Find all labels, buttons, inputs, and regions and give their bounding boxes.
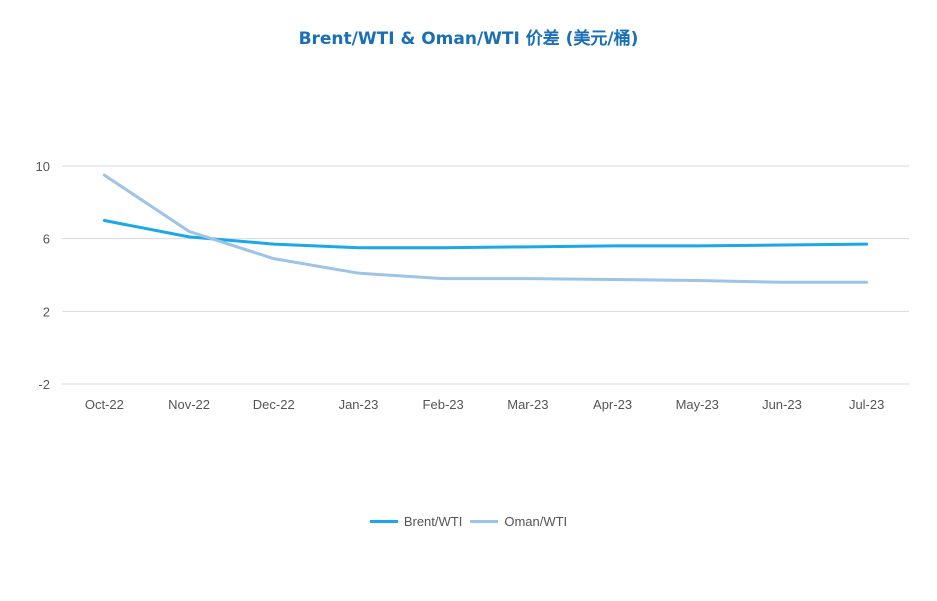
x-tick-label: Apr-23: [593, 397, 632, 412]
legend-item-brent[interactable]: Brent/WTI: [369, 514, 463, 529]
gridlines: [62, 165, 909, 385]
y-tick-label: 2: [43, 304, 50, 319]
x-axis-ticks: Oct-22 Nov-22 Dec-22 Jan-23 Feb-23 Mar-23 Apr-…: [85, 397, 885, 412]
x-tick-label: Jun-23: [762, 397, 802, 412]
series-line-oman-wti: [102, 173, 869, 284]
legend-label-oman: Oman/WTI: [504, 514, 568, 529]
legend-swatch-oman: [470, 520, 499, 523]
series-line-brent-wti: [102, 219, 869, 250]
legend-swatch-brent: [369, 520, 398, 523]
x-tick-label: Jan-23: [339, 397, 379, 412]
x-tick-label: Feb-23: [423, 397, 464, 412]
x-tick-label: Nov-22: [168, 397, 210, 412]
y-axis-ticks: -2 2 6 10: [36, 159, 50, 392]
y-tick-label: -2: [38, 377, 50, 392]
series-lines: [102, 173, 869, 284]
legend-item-oman[interactable]: Oman/WTI: [470, 514, 567, 529]
y-tick-label: 10: [36, 159, 50, 174]
x-tick-label: Dec-22: [253, 397, 295, 412]
chart-title: Brent/WTI & Oman/WTI 价差 (美元/桶): [298, 29, 639, 49]
legend-label-brent: Brent/WTI: [403, 514, 463, 529]
x-tick-label: May-23: [676, 397, 719, 412]
x-tick-label: Jul-23: [849, 397, 884, 412]
y-tick-label: 6: [43, 232, 50, 247]
legend: Brent/WTI Oman/WTI: [0, 514, 937, 529]
x-tick-label: Oct-22: [85, 397, 124, 412]
x-tick-label: Mar-23: [507, 397, 548, 412]
